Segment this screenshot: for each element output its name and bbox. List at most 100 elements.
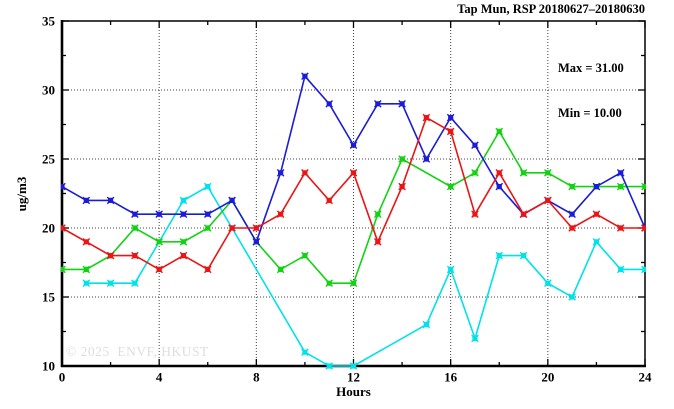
data-point-marker [641, 265, 646, 274]
data-point-marker [131, 279, 139, 287]
data-point-marker [616, 182, 625, 191]
data-point-marker [179, 238, 188, 246]
data-point-marker [349, 279, 358, 287]
data-point-marker [61, 224, 66, 232]
chart-title: Tap Mun, RSP 20180627–20180630 [457, 2, 645, 16]
data-point-marker [131, 224, 139, 232]
data-point-marker [82, 196, 91, 205]
data-point-marker [228, 224, 236, 232]
data-point-marker [373, 210, 382, 218]
y-tick-label-35: 35 [42, 14, 56, 29]
data-point-marker [544, 279, 552, 287]
y-tick-label-10: 10 [42, 359, 55, 374]
data-point-marker [325, 196, 334, 205]
data-point-marker [82, 238, 91, 246]
data-point-marker [398, 100, 406, 108]
data-point-marker [568, 224, 576, 232]
data-point-marker [592, 182, 601, 191]
data-point-marker [471, 141, 479, 149]
data-point-marker [495, 182, 504, 191]
y-tick-label-25: 25 [42, 152, 56, 167]
data-point-marker [61, 182, 66, 191]
y-tick-label-30: 30 [42, 83, 55, 98]
series-line-day-3-green [62, 129, 645, 285]
data-point-marker [131, 210, 139, 218]
data-point-marker [276, 169, 285, 177]
data-point-marker [519, 169, 528, 177]
data-point-marker [203, 182, 212, 191]
data-point-marker [252, 238, 261, 246]
data-point-marker [398, 155, 406, 163]
data-point-marker [446, 113, 455, 122]
data-point-marker [398, 182, 406, 191]
data-point-marker [446, 182, 455, 191]
data-point-marker [203, 224, 212, 232]
watermark: © 2025 ENVF, HKUST [66, 344, 209, 359]
data-point-marker [616, 224, 625, 232]
data-point-marker [568, 210, 576, 218]
data-point-marker [544, 196, 552, 205]
data-point-marker [373, 100, 382, 108]
data-point-marker [592, 238, 601, 246]
data-point-marker [373, 238, 382, 246]
data-point-marker [349, 169, 358, 177]
data-point-marker [82, 265, 91, 274]
data-point-marker [179, 210, 188, 218]
data-point-marker [349, 141, 358, 149]
data-point-marker [592, 210, 601, 218]
data-point-marker [203, 210, 212, 218]
data-point-marker [301, 72, 309, 80]
data-point-marker [568, 293, 576, 301]
data-point-marker [301, 348, 309, 356]
data-point-marker [155, 238, 163, 246]
x-tick-label-8: 8 [253, 370, 260, 385]
data-point-marker [276, 265, 285, 274]
x-tick-label-12: 12 [347, 370, 360, 385]
data-point-marker [422, 155, 431, 163]
data-point-marker [301, 251, 309, 260]
data-point-marker [106, 196, 115, 205]
x-tick-label-24: 24 [639, 370, 653, 385]
data-point-marker [179, 196, 188, 205]
data-point-marker [82, 279, 91, 287]
data-point-marker [519, 251, 528, 260]
data-point-marker [495, 169, 504, 177]
data-point-marker [131, 251, 139, 260]
data-point-marker [301, 169, 309, 177]
data-point-marker [422, 320, 431, 329]
data-point-marker [325, 362, 334, 370]
data-point-marker [252, 224, 261, 232]
max-value-label: Max = 31.00 [558, 61, 624, 75]
data-point-marker [106, 279, 115, 287]
data-point-marker [446, 265, 455, 274]
data-point-marker [519, 210, 528, 218]
data-point-marker [471, 210, 479, 218]
data-point-marker [325, 100, 334, 108]
data-point-marker [616, 169, 625, 177]
series-day-4-cyan [82, 182, 646, 370]
data-point-marker [471, 334, 479, 343]
x-tick-label-16: 16 [444, 370, 458, 385]
data-point-marker [276, 210, 285, 218]
data-point-marker [422, 113, 431, 122]
data-point-marker [61, 265, 66, 274]
data-point-marker [544, 169, 552, 177]
y-axis-label: ug/m3 [14, 176, 29, 212]
y-tick-label-15: 15 [42, 290, 56, 305]
series-day-2-red [61, 113, 646, 274]
x-tick-label-4: 4 [156, 370, 163, 385]
x-tick-label-0: 0 [59, 370, 66, 385]
x-tick-label-20: 20 [541, 370, 554, 385]
data-point-marker [179, 251, 188, 260]
data-point-marker [155, 210, 163, 218]
data-point-marker [641, 182, 646, 191]
data-point-marker [203, 265, 212, 274]
data-point-marker [495, 251, 504, 260]
x-axis-label: Hours [336, 384, 371, 399]
data-point-marker [228, 196, 236, 205]
data-point-marker [325, 279, 334, 287]
data-point-marker [471, 169, 479, 177]
y-tick-label-20: 20 [42, 221, 55, 236]
